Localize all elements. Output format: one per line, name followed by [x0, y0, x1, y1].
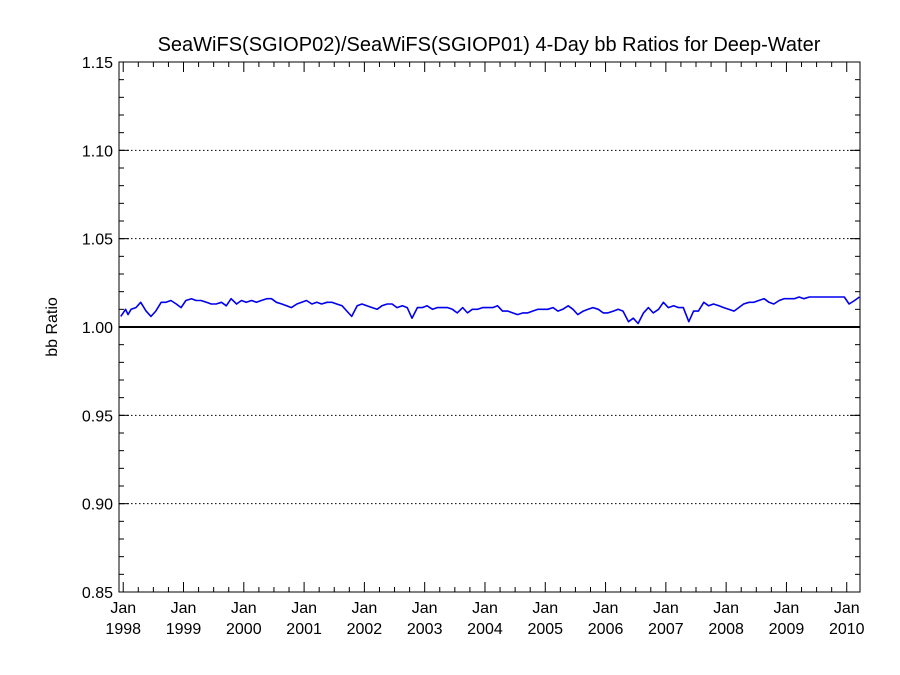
x-tick-month-label: Jan [593, 600, 619, 617]
x-tick-month-label: Jan [774, 600, 800, 617]
y-tick-label: 0.90 [82, 497, 113, 514]
x-tick-month-label: Jan [110, 600, 136, 617]
x-tick-year-label: 2006 [588, 621, 624, 638]
x-tick-month-label: Jan [231, 600, 257, 617]
axis-ticks [119, 61, 860, 593]
x-tick-year-label: 2002 [347, 621, 383, 638]
x-tick-month-label: Jan [532, 600, 558, 617]
y-tick-label: 0.95 [82, 408, 113, 425]
chart-title: SeaWiFS(SGIOP02)/SeaWiFS(SGIOP01) 4-Day … [158, 34, 821, 56]
y-tick-label: 0.85 [82, 585, 113, 602]
x-tick-month-label: Jan [713, 600, 739, 617]
x-tick-year-label: 2000 [226, 621, 262, 638]
x-tick-year-label: 2008 [708, 621, 744, 638]
tick-labels: 0.85 0.90 0.95 1.00 1.05 1.10 1.15 Jan 1998 Jan 19… [82, 55, 865, 638]
y-axis-label: bb Ratio [44, 297, 61, 357]
x-tick-year-label: 2010 [829, 621, 865, 638]
x-tick-year-label: 2005 [527, 621, 563, 638]
series-layer [120, 296, 860, 325]
y-tick-label: 1.15 [82, 55, 113, 72]
series-line [120, 296, 860, 325]
x-tick-month-label: Jan [472, 600, 498, 617]
y-tick-label: 1.10 [82, 143, 113, 160]
x-tick-month-label: Jan [351, 600, 377, 617]
x-tick-year-label: 2001 [286, 621, 322, 638]
x-tick-year-label: 1998 [105, 621, 141, 638]
x-tick-month-label: Jan [653, 600, 679, 617]
x-tick-month-label: Jan [412, 600, 438, 617]
x-tick-year-label: 2003 [407, 621, 443, 638]
x-tick-year-label: 2009 [769, 621, 805, 638]
x-tick-year-label: 1999 [166, 621, 202, 638]
x-tick-month-label: Jan [291, 600, 317, 617]
x-tick-month-label: Jan [834, 600, 860, 617]
y-tick-label: 1.00 [82, 320, 113, 337]
y-tick-label: 1.05 [82, 232, 113, 249]
x-tick-month-label: Jan [171, 600, 197, 617]
x-tick-year-label: 2007 [648, 621, 684, 638]
x-tick-year-label: 2004 [467, 621, 503, 638]
